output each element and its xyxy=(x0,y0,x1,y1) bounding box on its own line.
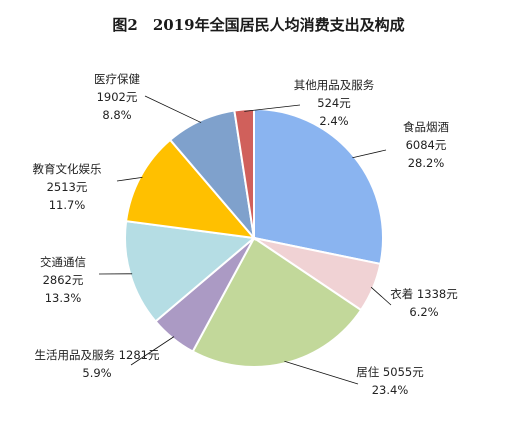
slice-label-value: 6084元 xyxy=(406,138,447,152)
leader-line-8 xyxy=(244,104,301,112)
slice-label-value: 524元 xyxy=(317,96,351,110)
slice-label-name: 其他用品及服务 xyxy=(294,78,375,92)
slice-label-name-value: 居住 5055元 xyxy=(356,365,424,379)
leader-line-6 xyxy=(116,176,143,182)
slice-label-name: 医疗保健 xyxy=(94,72,140,86)
pie-slice-3 xyxy=(191,236,363,368)
slice-label-value: 2513元 xyxy=(47,180,88,194)
slice-label-percent: 5.9% xyxy=(82,366,111,380)
leader-line-4 xyxy=(130,336,175,366)
pie-slice-5 xyxy=(124,219,257,323)
slice-label-percent: 2.4% xyxy=(319,114,348,128)
slice-label-name: 交通通信 xyxy=(40,255,86,269)
pie-slice-1 xyxy=(253,107,384,266)
slice-label-name-value: 衣着 1338元 xyxy=(390,287,458,301)
leader-line-1 xyxy=(352,149,387,159)
slice-label-name: 食品烟酒 xyxy=(403,120,449,134)
leader-line-3 xyxy=(284,360,359,385)
slice-label-2: 衣着 1338元 6.2% xyxy=(390,287,458,319)
slice-label-8: 其他用品及服务 524元 2.4% xyxy=(294,78,375,128)
pie-slice-6 xyxy=(124,138,257,240)
slice-label-4: 生活用品及服务 1281元 5.9% xyxy=(35,348,160,380)
slice-label-percent: 11.7% xyxy=(49,198,86,212)
slice-label-percent: 8.8% xyxy=(102,108,131,122)
slice-label-7: 医疗保健 1902元 8.8% xyxy=(94,72,140,122)
slice-label-1: 食品烟酒 6084元 28.2% xyxy=(403,120,449,170)
slice-label-value: 1902元 xyxy=(97,90,138,104)
slice-label-value: 2862元 xyxy=(43,273,84,287)
slice-label-5: 交通通信 2862元 13.3% xyxy=(40,255,86,305)
slice-label-percent: 13.3% xyxy=(45,291,82,305)
slice-label-name: 教育文化娱乐 xyxy=(33,162,102,176)
slice-label-6: 教育文化娱乐 2513元 11.7% xyxy=(33,162,102,212)
chart-title: 图2 2019年全国居民人均消费支出及构成 xyxy=(112,16,405,34)
slice-label-percent: 28.2% xyxy=(408,156,445,170)
slice-label-name-value: 生活用品及服务 1281元 xyxy=(35,348,160,362)
slice-label-3: 居住 5055元 23.4% xyxy=(356,365,424,397)
leader-line-7 xyxy=(144,95,202,123)
slice-label-percent: 6.2% xyxy=(409,305,438,319)
leader-line-2 xyxy=(370,286,392,306)
slice-label-percent: 23.4% xyxy=(372,383,409,397)
pie-slice-8 xyxy=(233,107,255,239)
